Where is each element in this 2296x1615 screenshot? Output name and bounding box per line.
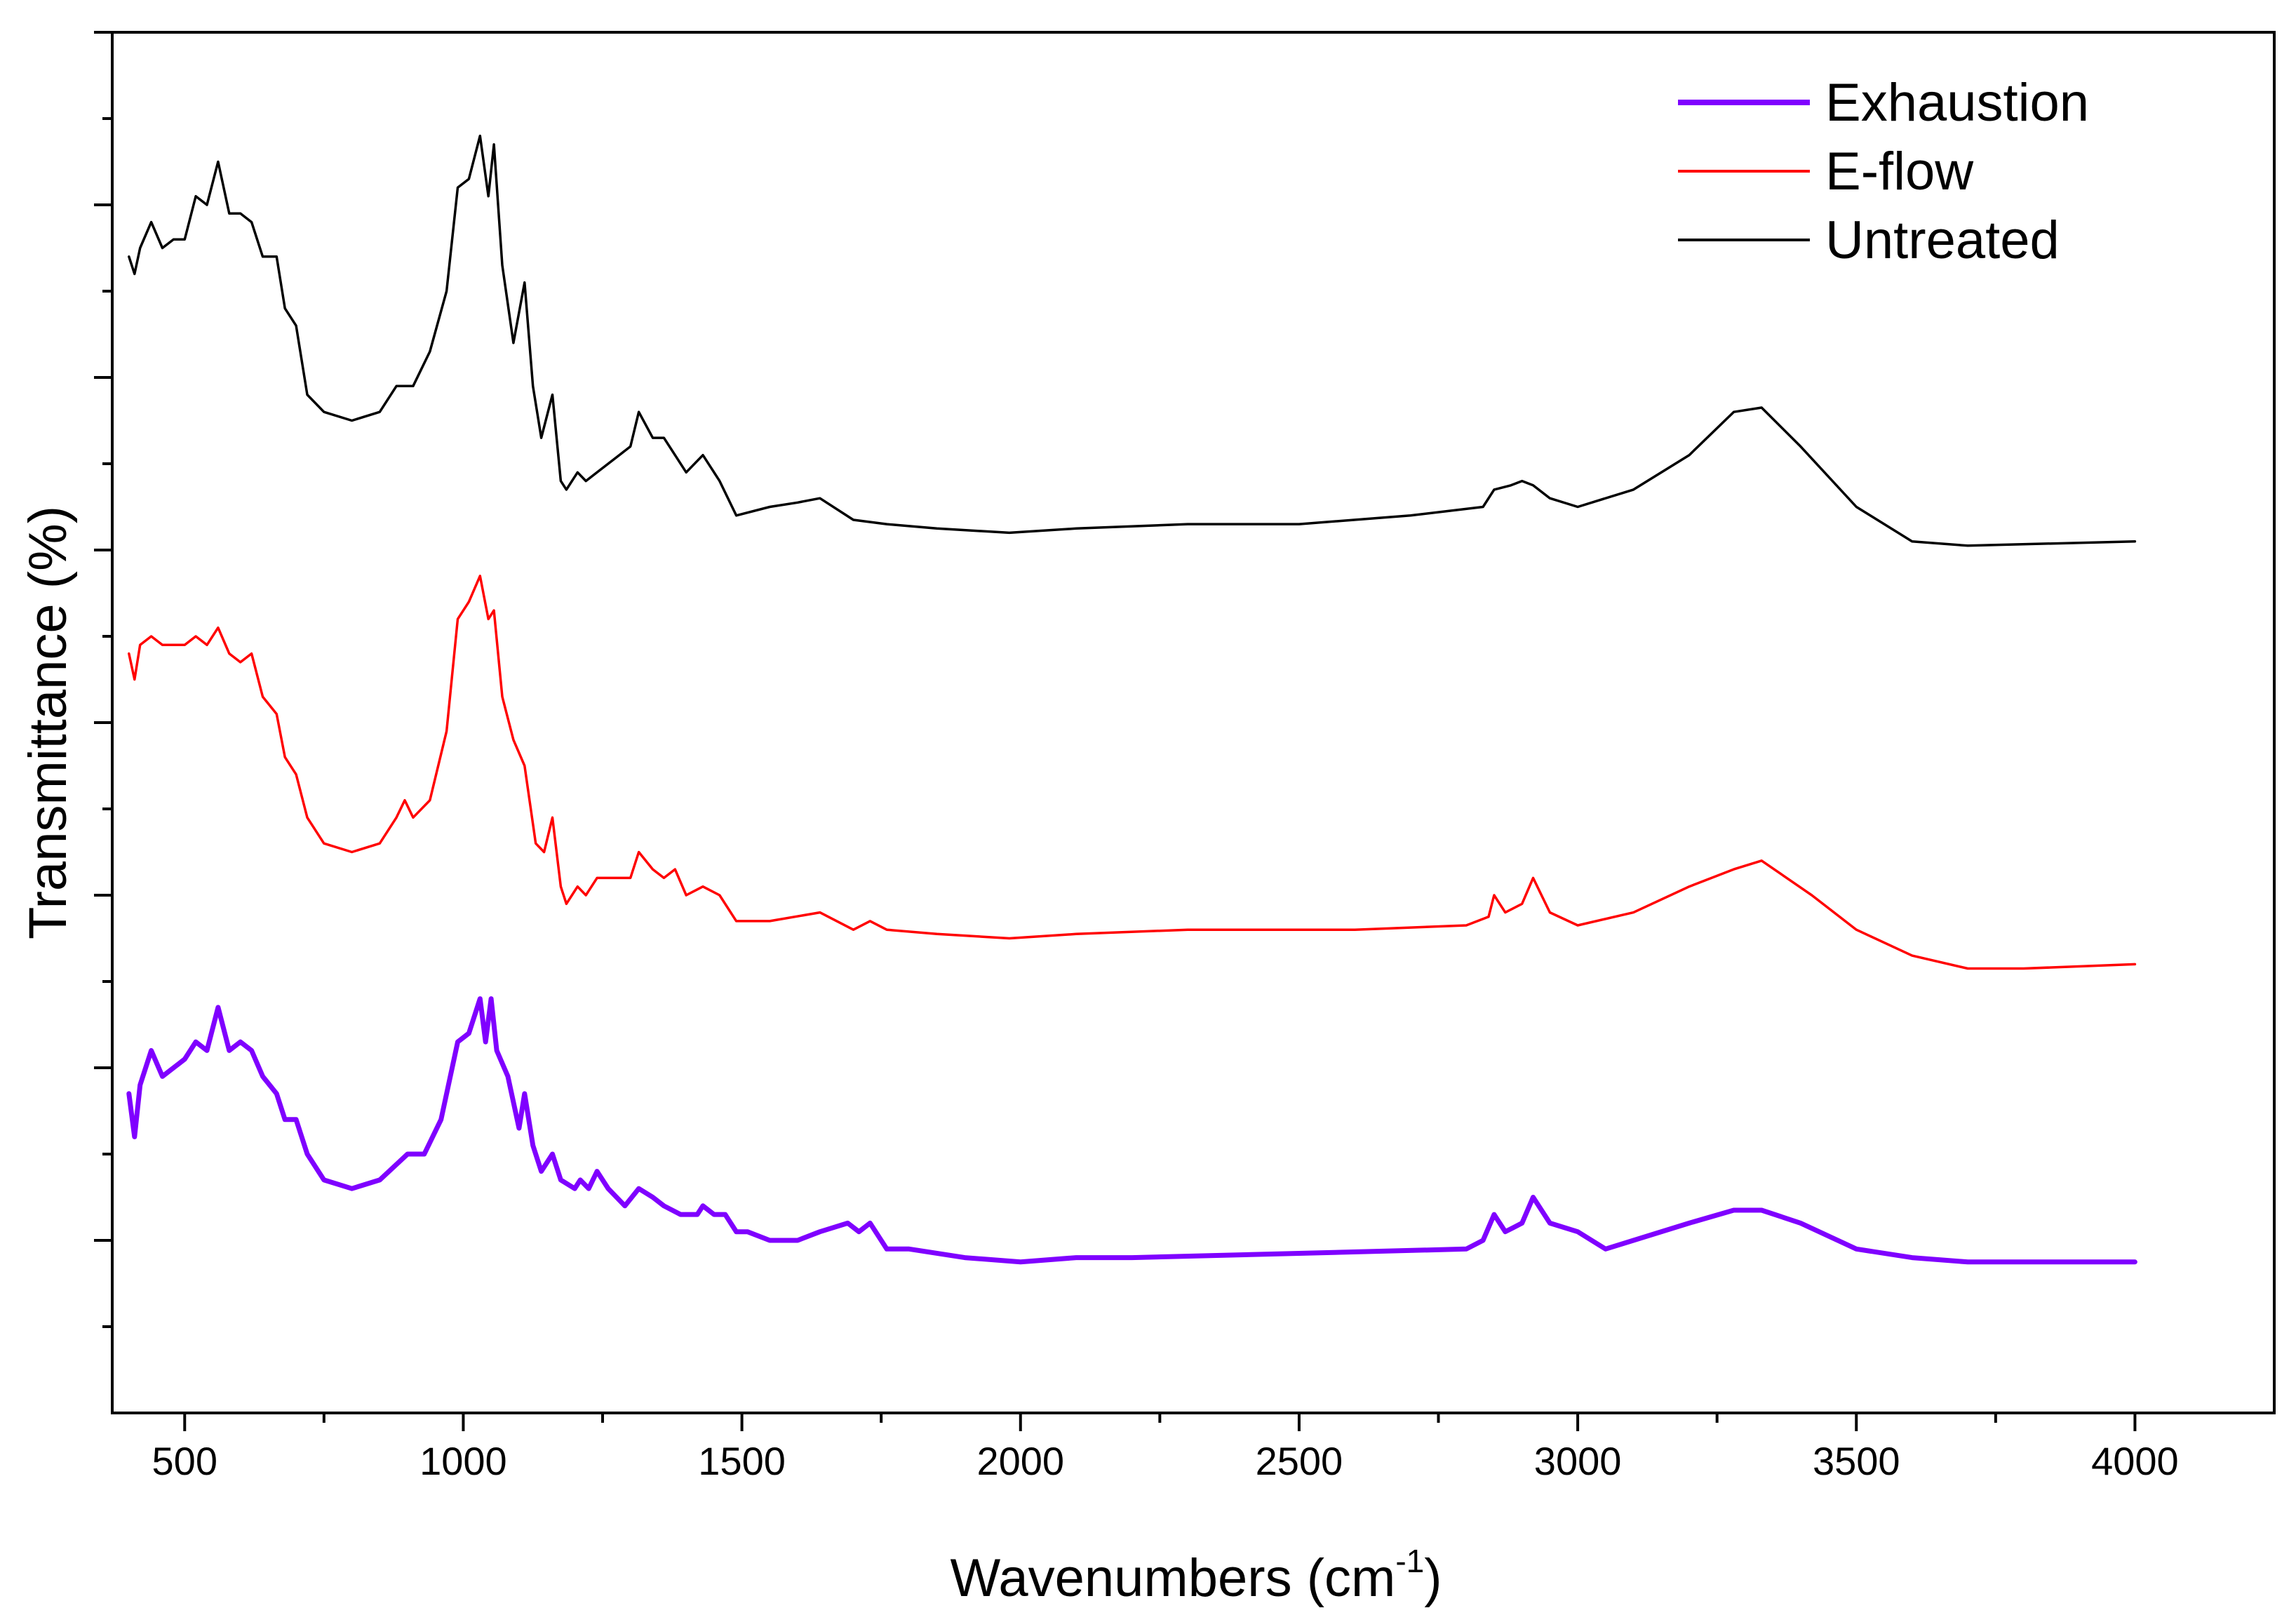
series-line-exhaustion bbox=[126, 996, 2137, 1265]
x-axis-ticks: 500 1000 1500 2000 2500 3000 3500 4000 bbox=[152, 1413, 2179, 1483]
series-line-e-flow bbox=[128, 575, 2137, 970]
x-tick-label: 2500 bbox=[1256, 1439, 1343, 1483]
x-tick-label: 1500 bbox=[698, 1439, 786, 1483]
x-axis-title-superscript: -1 bbox=[1395, 1543, 1424, 1579]
legend: Exhaustion E-flow Untreated bbox=[1678, 73, 2089, 270]
x-tick-label: 2000 bbox=[976, 1439, 1064, 1483]
series-line-untreated bbox=[128, 134, 2137, 547]
x-axis-title-main: Wavenumbers (cm bbox=[950, 1548, 1395, 1608]
x-axis-title-close: ) bbox=[1424, 1548, 1442, 1608]
x-tick-label: 3000 bbox=[1534, 1439, 1622, 1483]
x-tick-label: 3500 bbox=[1813, 1439, 1900, 1483]
x-tick-label: 1000 bbox=[419, 1439, 507, 1483]
legend-label-exhaustion: Exhaustion bbox=[1825, 73, 2089, 133]
x-axis-title: Wavenumbers (cm-1) bbox=[950, 1543, 1442, 1608]
y-axis-title: Transmittance (%) bbox=[18, 506, 78, 939]
x-tick-label: 500 bbox=[152, 1439, 217, 1483]
series-layer bbox=[126, 134, 2137, 1265]
x-tick-label: 4000 bbox=[2091, 1439, 2179, 1483]
y-axis-ticks bbox=[94, 31, 112, 1328]
legend-label-eflow: E-flow bbox=[1825, 142, 1974, 201]
legend-label-untreated: Untreated bbox=[1825, 210, 2060, 270]
